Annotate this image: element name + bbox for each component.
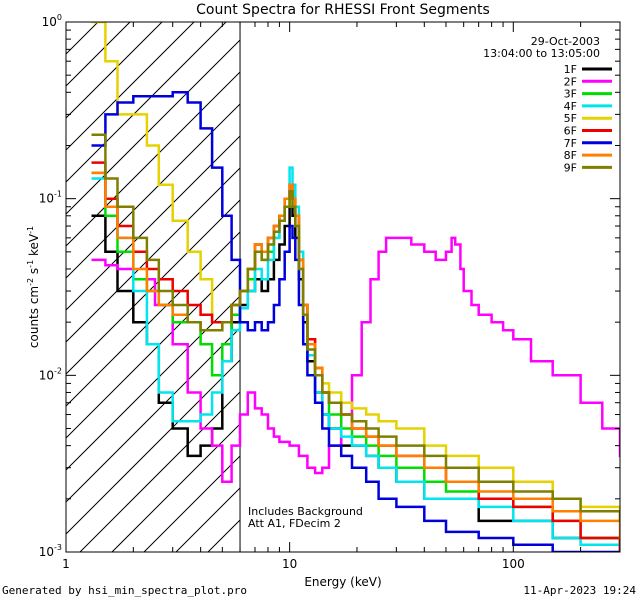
hatch-line bbox=[175, 487, 241, 553]
axes: 1 10 100 10-3 10-2 10-1 100 bbox=[39, 13, 621, 571]
x-axis-label: Energy (keV) bbox=[304, 575, 381, 589]
hatch-line bbox=[65, 71, 241, 247]
hatch-line bbox=[65, 103, 241, 279]
legend-label: 1F bbox=[564, 63, 577, 76]
legend-label: 2F bbox=[564, 75, 577, 88]
hatch-line bbox=[65, 39, 241, 215]
legend-label: 6F bbox=[564, 125, 577, 138]
footer-timestamp: 11-Apr-2023 19:24 bbox=[523, 584, 636, 597]
series-4F bbox=[91, 166, 620, 552]
series-7F bbox=[91, 91, 620, 552]
y-label-part: counts cm bbox=[27, 286, 41, 348]
annotation-attenuator: Att A1, FDecim 2 bbox=[248, 517, 341, 530]
y-label-exp: -2 bbox=[26, 278, 35, 286]
y-label-exp: -1 bbox=[26, 260, 35, 268]
y-tick-label: 10-2 bbox=[39, 366, 62, 382]
hatch-line bbox=[65, 21, 195, 151]
hatch-line bbox=[65, 167, 241, 343]
hatch-line bbox=[65, 359, 241, 535]
legend-label: 8F bbox=[564, 149, 577, 162]
series-1F bbox=[91, 205, 620, 552]
y-tick-label: 100 bbox=[42, 13, 62, 29]
y-axis-label: counts cm-2 s-1 keV-1 bbox=[26, 226, 41, 348]
hatch-line bbox=[65, 327, 241, 503]
x-tick-label: 1 bbox=[62, 557, 70, 571]
series-lines bbox=[91, 22, 620, 552]
legend-label: 3F bbox=[564, 88, 577, 101]
plot-frame bbox=[65, 21, 621, 553]
y-label-part: keV bbox=[27, 233, 41, 260]
y-tick-label: 10-3 bbox=[39, 543, 62, 559]
y-tick-label: 10-1 bbox=[39, 190, 62, 206]
hatch-line bbox=[65, 21, 99, 55]
x-tick-label: 10 bbox=[282, 557, 297, 571]
hatch-line bbox=[79, 391, 241, 553]
hatched-region bbox=[65, 21, 241, 553]
x-tick-label: 100 bbox=[502, 557, 525, 571]
hatch-line bbox=[65, 199, 241, 375]
chart-title: Count Spectra for RHESSI Front Segments bbox=[196, 2, 490, 18]
hatch-line bbox=[111, 423, 241, 553]
series-9F bbox=[91, 133, 620, 523]
hatch-line bbox=[65, 21, 227, 183]
info-time-range: 13:04:00 to 13:05:00 bbox=[483, 47, 600, 60]
legend-label: 7F bbox=[564, 137, 577, 150]
hatch-line bbox=[65, 21, 131, 87]
legend-label: 4F bbox=[564, 100, 577, 113]
series-8F bbox=[91, 171, 620, 540]
hatch-line bbox=[65, 295, 241, 471]
y-label-part: s bbox=[27, 268, 41, 278]
footer-generated-by: Generated by hsi_min_spectra_plot.pro bbox=[2, 584, 248, 597]
series-6F bbox=[91, 161, 620, 552]
hatch-line bbox=[143, 455, 241, 553]
hatch-line bbox=[65, 21, 163, 119]
annotation-background: Includes Background bbox=[248, 505, 363, 518]
legend-label: 5F bbox=[564, 112, 577, 125]
info-date: 29-Oct-2003 bbox=[531, 35, 600, 48]
y-label-exp: -1 bbox=[26, 226, 35, 234]
hatch-line bbox=[65, 231, 241, 407]
hatch-line bbox=[207, 519, 241, 553]
legend-label: 9F bbox=[564, 161, 577, 174]
